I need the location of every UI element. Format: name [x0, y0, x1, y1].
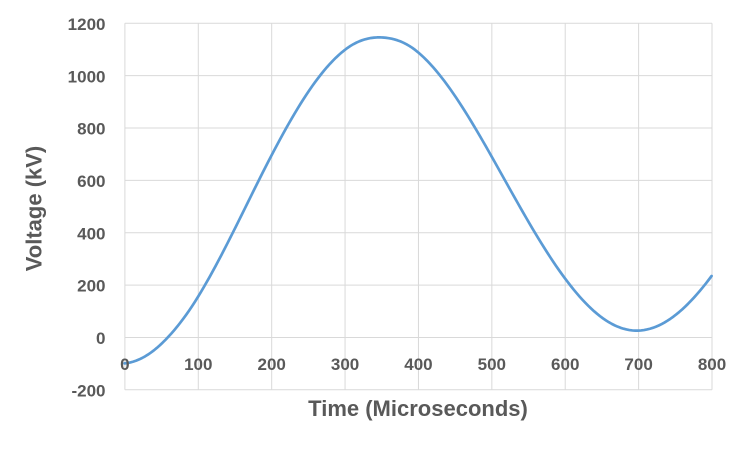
- svg-text:600: 600: [551, 355, 579, 374]
- svg-text:600: 600: [77, 172, 105, 191]
- svg-text:800: 800: [77, 120, 105, 139]
- svg-text:400: 400: [77, 224, 105, 243]
- svg-text:100: 100: [184, 355, 212, 374]
- svg-text:200: 200: [77, 277, 105, 296]
- svg-text:1000: 1000: [68, 67, 106, 86]
- svg-text:-200: -200: [71, 381, 105, 400]
- svg-text:1200: 1200: [68, 15, 106, 34]
- svg-text:200: 200: [257, 355, 285, 374]
- svg-text:0: 0: [96, 329, 105, 348]
- svg-text:Voltage (kV): Voltage (kV): [22, 146, 47, 272]
- svg-text:500: 500: [478, 355, 506, 374]
- svg-text:Time (Microseconds): Time (Microseconds): [308, 396, 528, 421]
- svg-text:400: 400: [404, 355, 432, 374]
- svg-text:800: 800: [698, 355, 726, 374]
- svg-text:300: 300: [331, 355, 359, 374]
- svg-text:700: 700: [624, 355, 652, 374]
- svg-text:0: 0: [120, 355, 129, 374]
